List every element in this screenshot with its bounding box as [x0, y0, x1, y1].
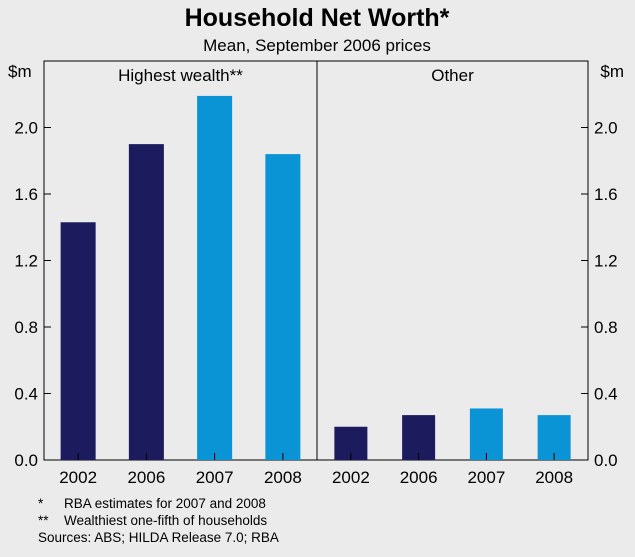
y-tick-label-right: 2.0: [594, 119, 618, 138]
bar: [469, 408, 503, 460]
y-tick-label-left: 0.8: [14, 318, 38, 337]
y-tick-label-right: 1.2: [594, 252, 618, 271]
footnote: * RBA estimates for 2007 and 2008: [38, 495, 279, 512]
panel-label: Other: [431, 66, 474, 85]
x-tick-label: 2008: [264, 468, 302, 487]
footnotes: * RBA estimates for 2007 and 2008 ** Wealt…: [38, 495, 279, 546]
x-tick-label: 2002: [332, 468, 370, 487]
sources-note: Sources: ABS; HILDA Release 7.0; RBA: [38, 530, 279, 545]
x-tick-label: 2002: [59, 468, 97, 487]
y-tick-label-left: 1.2: [14, 252, 38, 271]
x-tick-label: 2007: [196, 468, 234, 487]
chart-subtitle: Mean, September 2006 prices: [203, 36, 431, 55]
chart-title: Household Net Worth*: [185, 4, 450, 32]
y-tick-label-left: 1.6: [14, 185, 38, 204]
y-axis-unit-right: $m: [600, 62, 624, 81]
y-tick-label-right: 0.4: [594, 385, 618, 404]
y-tick-label-left: 2.0: [14, 119, 38, 138]
y-tick-label-right: 0.8: [594, 318, 618, 337]
plot-area: 0.0 0.0 0.4 0.4 0.8 0.8 1.2 1.2 1.6 1.6 2.0 2.0 High…: [14, 60, 618, 487]
y-axis-unit-left: $m: [8, 62, 32, 81]
x-tick-label: 2008: [535, 468, 573, 487]
footnote-text: Wealthiest one-fifth of households: [64, 513, 268, 528]
y-tick-label-right: 0.0: [594, 451, 618, 470]
bar: [537, 415, 571, 460]
footnote: ** Wealthiest one-fifth of households: [38, 512, 279, 529]
bar: [60, 222, 96, 460]
bar: [402, 415, 436, 460]
footnote-marker: **: [38, 513, 49, 528]
y-tick-label-right: 1.6: [594, 185, 618, 204]
x-tick-label: 2007: [467, 468, 505, 487]
x-tick-label: 2006: [127, 468, 165, 487]
footnote-text: RBA estimates for 2007 and 2008: [64, 496, 266, 511]
bar: [197, 95, 233, 460]
plot-frame: [43, 60, 589, 461]
bar: [128, 144, 164, 460]
bar: [265, 154, 301, 460]
y-tick-label-left: 0.0: [14, 451, 38, 470]
x-tick-label: 2006: [400, 468, 438, 487]
y-tick-label-left: 0.4: [14, 385, 38, 404]
footnote-marker: *: [38, 496, 44, 511]
panel-label: Highest wealth**: [118, 66, 243, 85]
